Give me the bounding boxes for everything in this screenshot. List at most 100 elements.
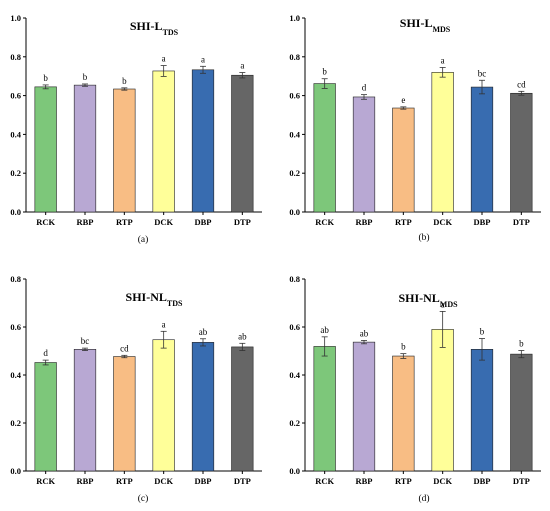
significance-label-rbp: ab [360,328,369,338]
significance-label-rbp: bc [81,336,90,346]
y-tick-label: 0.6 [289,91,300,101]
bar-dtp [231,74,254,213]
bar-dck [431,72,454,213]
x-tick-label-rbp: RBP [77,476,94,486]
x-tick-label-dbp: DBP [474,217,491,227]
x-tick-label-dtp: DTP [234,217,251,227]
y-tick-label: 1.0 [10,13,21,23]
y-tick-label: 0.6 [289,322,300,332]
x-tick-label-rtp: RTP [116,217,133,227]
x-tick-label-rck: RCK [315,217,334,227]
bar-rbp [73,349,97,472]
x-tick-label-dck: DCK [154,217,173,227]
x-tick-label-dbp: DBP [474,476,491,486]
significance-label-rtp: e [401,95,405,105]
x-tick-label-dtp: DTP [234,476,251,486]
chart-title-subscript: TDS [163,28,179,37]
significance-label-dtp: cd [517,79,526,89]
significance-label-rbp: d [362,83,367,93]
significance-label-dck: a [162,319,166,329]
x-tick-label-dtp: DTP [513,476,530,486]
chart-title-subscript: MDS [432,25,450,34]
y-tick-label: 0.4 [10,370,21,380]
chart-panel-d: SHI-NLMDS 0.0 0.2 0.4 0.6 0.8 ab RCK ab RBP b RTP a D… [289,274,541,504]
significance-label-dbp: b [480,327,485,337]
y-tick-label: 0.0 [10,466,21,476]
significance-label-dck: a [441,299,445,309]
x-tick-label-rtp: RTP [116,476,133,486]
y-tick-label: 0.8 [289,52,300,62]
chart-title-main: SHI-NL [398,291,439,305]
x-tick-label-dck: DCK [154,476,173,486]
bar-dck [431,329,454,472]
bar-rck [34,86,57,213]
chart-panel-c: SHI-NLTDS 0.0 0.2 0.4 0.6 0.8 d RCK bc RBP cd RTP a D… [10,274,262,504]
x-tick-label-dbp: DBP [195,476,212,486]
x-tick-label-dck: DCK [433,217,452,227]
x-tick-label-rtp: RTP [395,476,412,486]
y-tick-label: 0.4 [289,370,300,380]
y-tick-label: 0.6 [10,91,21,101]
bar-dck [152,339,175,472]
significance-label-rck: d [43,348,48,358]
chart-panel-b: SHI-LMDS 0.0 0.2 0.4 0.6 0.8 1.0 b RCK d RBP e RTP a D… [289,13,541,243]
panel-caption-d: (d) [418,493,429,504]
x-tick-label-rbp: RBP [356,217,373,227]
panel-caption-c: (c) [138,493,149,504]
chart-title: SHI-NLTDS [126,290,183,308]
significance-label-dbp: a [201,54,205,64]
x-tick-label-dtp: DTP [513,217,530,227]
significance-label-rck: b [43,73,48,83]
x-tick-label-dck: DCK [433,476,452,486]
x-tick-label-dbp: DBP [195,217,212,227]
y-tick-label: 0.4 [289,129,300,139]
significance-label-dtp: a [240,61,244,71]
significance-label-dbp: bc [478,68,487,78]
significance-label-rck: ab [320,325,329,335]
significance-label-dtp: ab [238,331,247,341]
bar-rbp [73,84,97,213]
y-tick-label: 0.6 [10,322,21,332]
chart-title: SHI-NLMDS [398,291,458,309]
y-tick-label: 0.0 [289,207,300,217]
bar-dck [152,70,175,213]
bar-rtp [392,107,415,213]
y-tick-label: 0.2 [289,168,300,178]
x-tick-label-rck: RCK [315,476,334,486]
bar-dbp [191,342,215,472]
significance-label-rtp: b [401,342,406,352]
bar-dtp [231,346,254,472]
y-tick-label: 0.8 [289,274,300,284]
x-tick-label-rbp: RBP [356,476,373,486]
significance-label-rtp: b [122,76,127,86]
panel-caption-a: (a) [138,234,149,245]
x-tick-label-rck: RCK [36,217,55,227]
significance-label-dtp: b [519,339,524,349]
y-tick-label: 0.0 [289,466,300,476]
chart-title-main: SHI-L [130,19,163,33]
bar-rtp [113,88,136,213]
bar-dbp [470,86,494,213]
bar-dtp [510,353,533,472]
bar-dtp [510,92,533,213]
bar-rck [313,83,336,213]
y-tick-label: 0.2 [10,168,21,178]
panel-caption-b: (b) [418,232,429,243]
bar-rck [34,362,57,472]
chart-title-main: SHI-L [400,16,433,30]
y-tick-label: 0.4 [10,129,21,139]
significance-label-dck: a [162,54,166,64]
significance-label-rtp: cd [120,343,129,353]
bar-rck [313,346,336,472]
y-tick-label: 0.2 [10,418,21,428]
chart-panel-a: SHI-LTDS 0.0 0.2 0.4 0.6 0.8 1.0 b RCK b RBP b RTP a D… [10,13,262,245]
significance-label-dck: a [441,55,445,65]
y-tick-label: 0.8 [10,52,21,62]
bar-dbp [191,69,215,213]
significance-label-rbp: b [83,72,88,82]
chart-title: SHI-LTDS [130,19,179,37]
x-tick-label-rck: RCK [36,476,55,486]
x-tick-label-rtp: RTP [395,217,412,227]
bar-dbp [470,349,494,472]
